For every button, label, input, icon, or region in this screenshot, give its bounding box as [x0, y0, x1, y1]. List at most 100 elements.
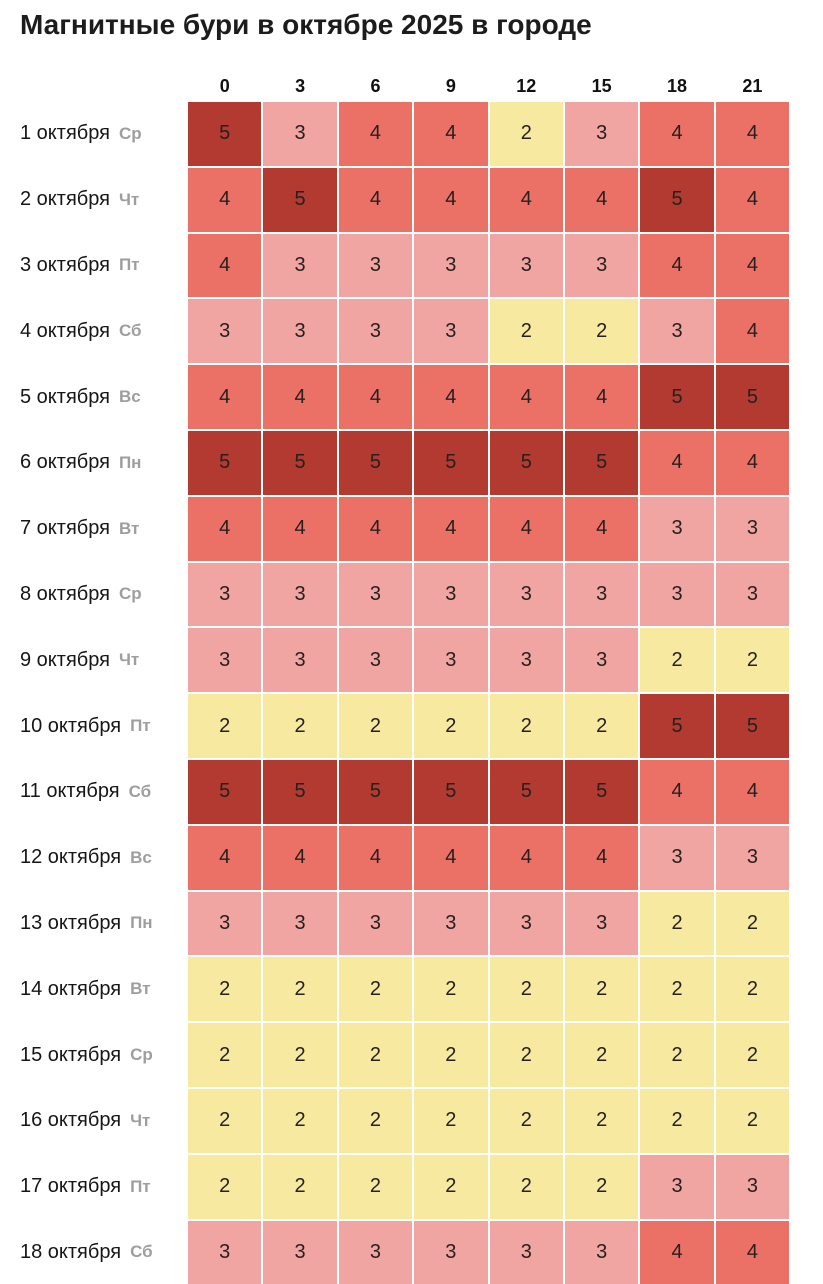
weekday-label: Пт: [130, 1176, 151, 1196]
row-label: 12 октября Вс: [0, 826, 186, 890]
heatmap-cell: 3: [640, 496, 714, 561]
heatmap-cell: 2: [489, 102, 563, 166]
heatmap-cell: 2: [715, 628, 790, 693]
heatmap-cell: 2: [564, 299, 639, 364]
heatmap-cell: 2: [414, 1154, 488, 1219]
heatmap-cell: 5: [188, 430, 262, 495]
heatmap-cell: 5: [338, 759, 413, 824]
row-label: 2 октября Чт: [0, 168, 186, 232]
weekday-label: Пт: [130, 716, 151, 736]
heatmap-cell: 2: [263, 1154, 337, 1219]
heatmap-cell: 5: [640, 167, 714, 232]
heatmap-cell: 5: [263, 167, 337, 232]
heatmap-cell: 5: [715, 694, 790, 758]
date-label: 8 октября: [20, 582, 110, 605]
date-label: 9 октября: [20, 648, 110, 671]
heatmap-cell: 2: [188, 957, 262, 1022]
heatmap-cell: 4: [715, 1220, 790, 1284]
heatmap-cell: 3: [338, 562, 413, 627]
heatmap-cell: 3: [263, 1220, 337, 1284]
weekday-label: Пт: [118, 255, 140, 275]
heatmap-cell: 4: [715, 102, 790, 166]
heatmap-cell: 4: [715, 167, 790, 232]
heatmap-cell: 4: [489, 167, 563, 232]
heatmap-cell: 4: [489, 365, 563, 429]
heatmap-cell: 4: [564, 167, 639, 232]
heatmap-cell: 3: [188, 891, 262, 956]
heatmap-cell: 5: [263, 430, 337, 495]
corner-spacer: [0, 72, 186, 100]
heatmap-cell: 5: [715, 365, 790, 429]
heatmap-cell: 3: [564, 562, 639, 627]
heatmap-cell: 2: [414, 694, 488, 758]
weekday-label: Чт: [118, 189, 140, 209]
heatmap-cell: 3: [489, 891, 563, 956]
heatmap-cell: 3: [188, 628, 262, 693]
heatmap-cell: 2: [564, 694, 639, 758]
heatmap-cell: 2: [715, 1023, 790, 1087]
heatmap-cell: 2: [564, 1023, 639, 1087]
date-label: 5 октября: [20, 385, 110, 408]
heatmap-cell: 5: [489, 430, 563, 495]
weekday-label: Вс: [130, 847, 152, 867]
weekday-label: Пн: [130, 913, 153, 933]
heatmap-cell: 3: [414, 562, 488, 627]
heatmap-cell: 4: [338, 167, 413, 232]
row-label: 17 октября Пт: [0, 1155, 186, 1219]
heatmap-cell: 2: [489, 299, 563, 364]
weekday-label: Ср: [118, 584, 142, 604]
heatmap-cell: 3: [263, 891, 337, 956]
hour-header-3: 9: [445, 75, 456, 96]
row-label: 4 октября Сб: [0, 299, 186, 363]
heatmap-cell: 3: [338, 233, 413, 298]
heatmap-cell: 4: [564, 365, 639, 429]
heatmap-cell: 5: [188, 759, 262, 824]
heatmap-cell: 4: [640, 233, 714, 298]
heatmap-cell: 4: [188, 496, 262, 561]
heatmap-cell: 4: [188, 825, 262, 890]
hour-header-4: 12: [516, 75, 537, 96]
date-label: 15 октября: [20, 1043, 122, 1066]
heatmap-cell: 3: [263, 628, 337, 693]
heatmap-cell: 2: [188, 1154, 262, 1219]
heatmap-cell: 2: [263, 1023, 337, 1087]
heatmap-cell: 3: [414, 233, 488, 298]
heatmap-cell: 2: [188, 1023, 262, 1087]
heatmap-cell: 2: [564, 1088, 639, 1153]
heatmap-cell: 4: [414, 496, 488, 561]
heatmap-cell: 4: [640, 430, 714, 495]
date-label: 2 октября: [20, 188, 110, 211]
hour-header-1: 3: [295, 75, 306, 96]
heatmap-cell: 2: [414, 1088, 488, 1153]
heatmap-cell: 3: [489, 1220, 563, 1284]
heatmap-cell: 5: [188, 102, 262, 166]
heatmap-cell: 4: [188, 365, 262, 429]
heatmap-cell: 4: [338, 825, 413, 890]
heatmap-cell: 5: [564, 430, 639, 495]
heatmap-cell: 4: [715, 299, 790, 364]
heatmap-cell: 5: [414, 759, 488, 824]
heatmap-cell: 3: [263, 562, 337, 627]
heatmap-cell: 3: [338, 628, 413, 693]
heatmap-cell: 2: [640, 957, 714, 1022]
heatmap-cell: 3: [338, 1220, 413, 1284]
date-label: 11 октября: [20, 780, 120, 803]
weekday-label: Вт: [130, 979, 151, 999]
heatmap-cell: 3: [564, 628, 639, 693]
heatmap-cell: 2: [188, 1088, 262, 1153]
heatmap-cell: 3: [188, 299, 262, 364]
heatmap-cell: 3: [564, 233, 639, 298]
heatmap-cell: 4: [715, 430, 790, 495]
heatmap-cell: 5: [564, 759, 639, 824]
heatmap-cell: 3: [715, 1154, 790, 1219]
weekday-label: Пн: [118, 452, 142, 472]
heatmap-cell: 4: [414, 825, 488, 890]
heatmap-cell: 3: [263, 233, 337, 298]
hour-header-7: 21: [742, 75, 763, 96]
heatmap-cell: 4: [414, 167, 488, 232]
row-label: 3 октября Пт: [0, 234, 186, 298]
date-label: 7 октября: [20, 517, 110, 540]
heatmap-cell: 3: [263, 102, 337, 166]
row-label: 7 октября Вт: [0, 497, 186, 561]
heatmap-cell: 3: [564, 891, 639, 956]
